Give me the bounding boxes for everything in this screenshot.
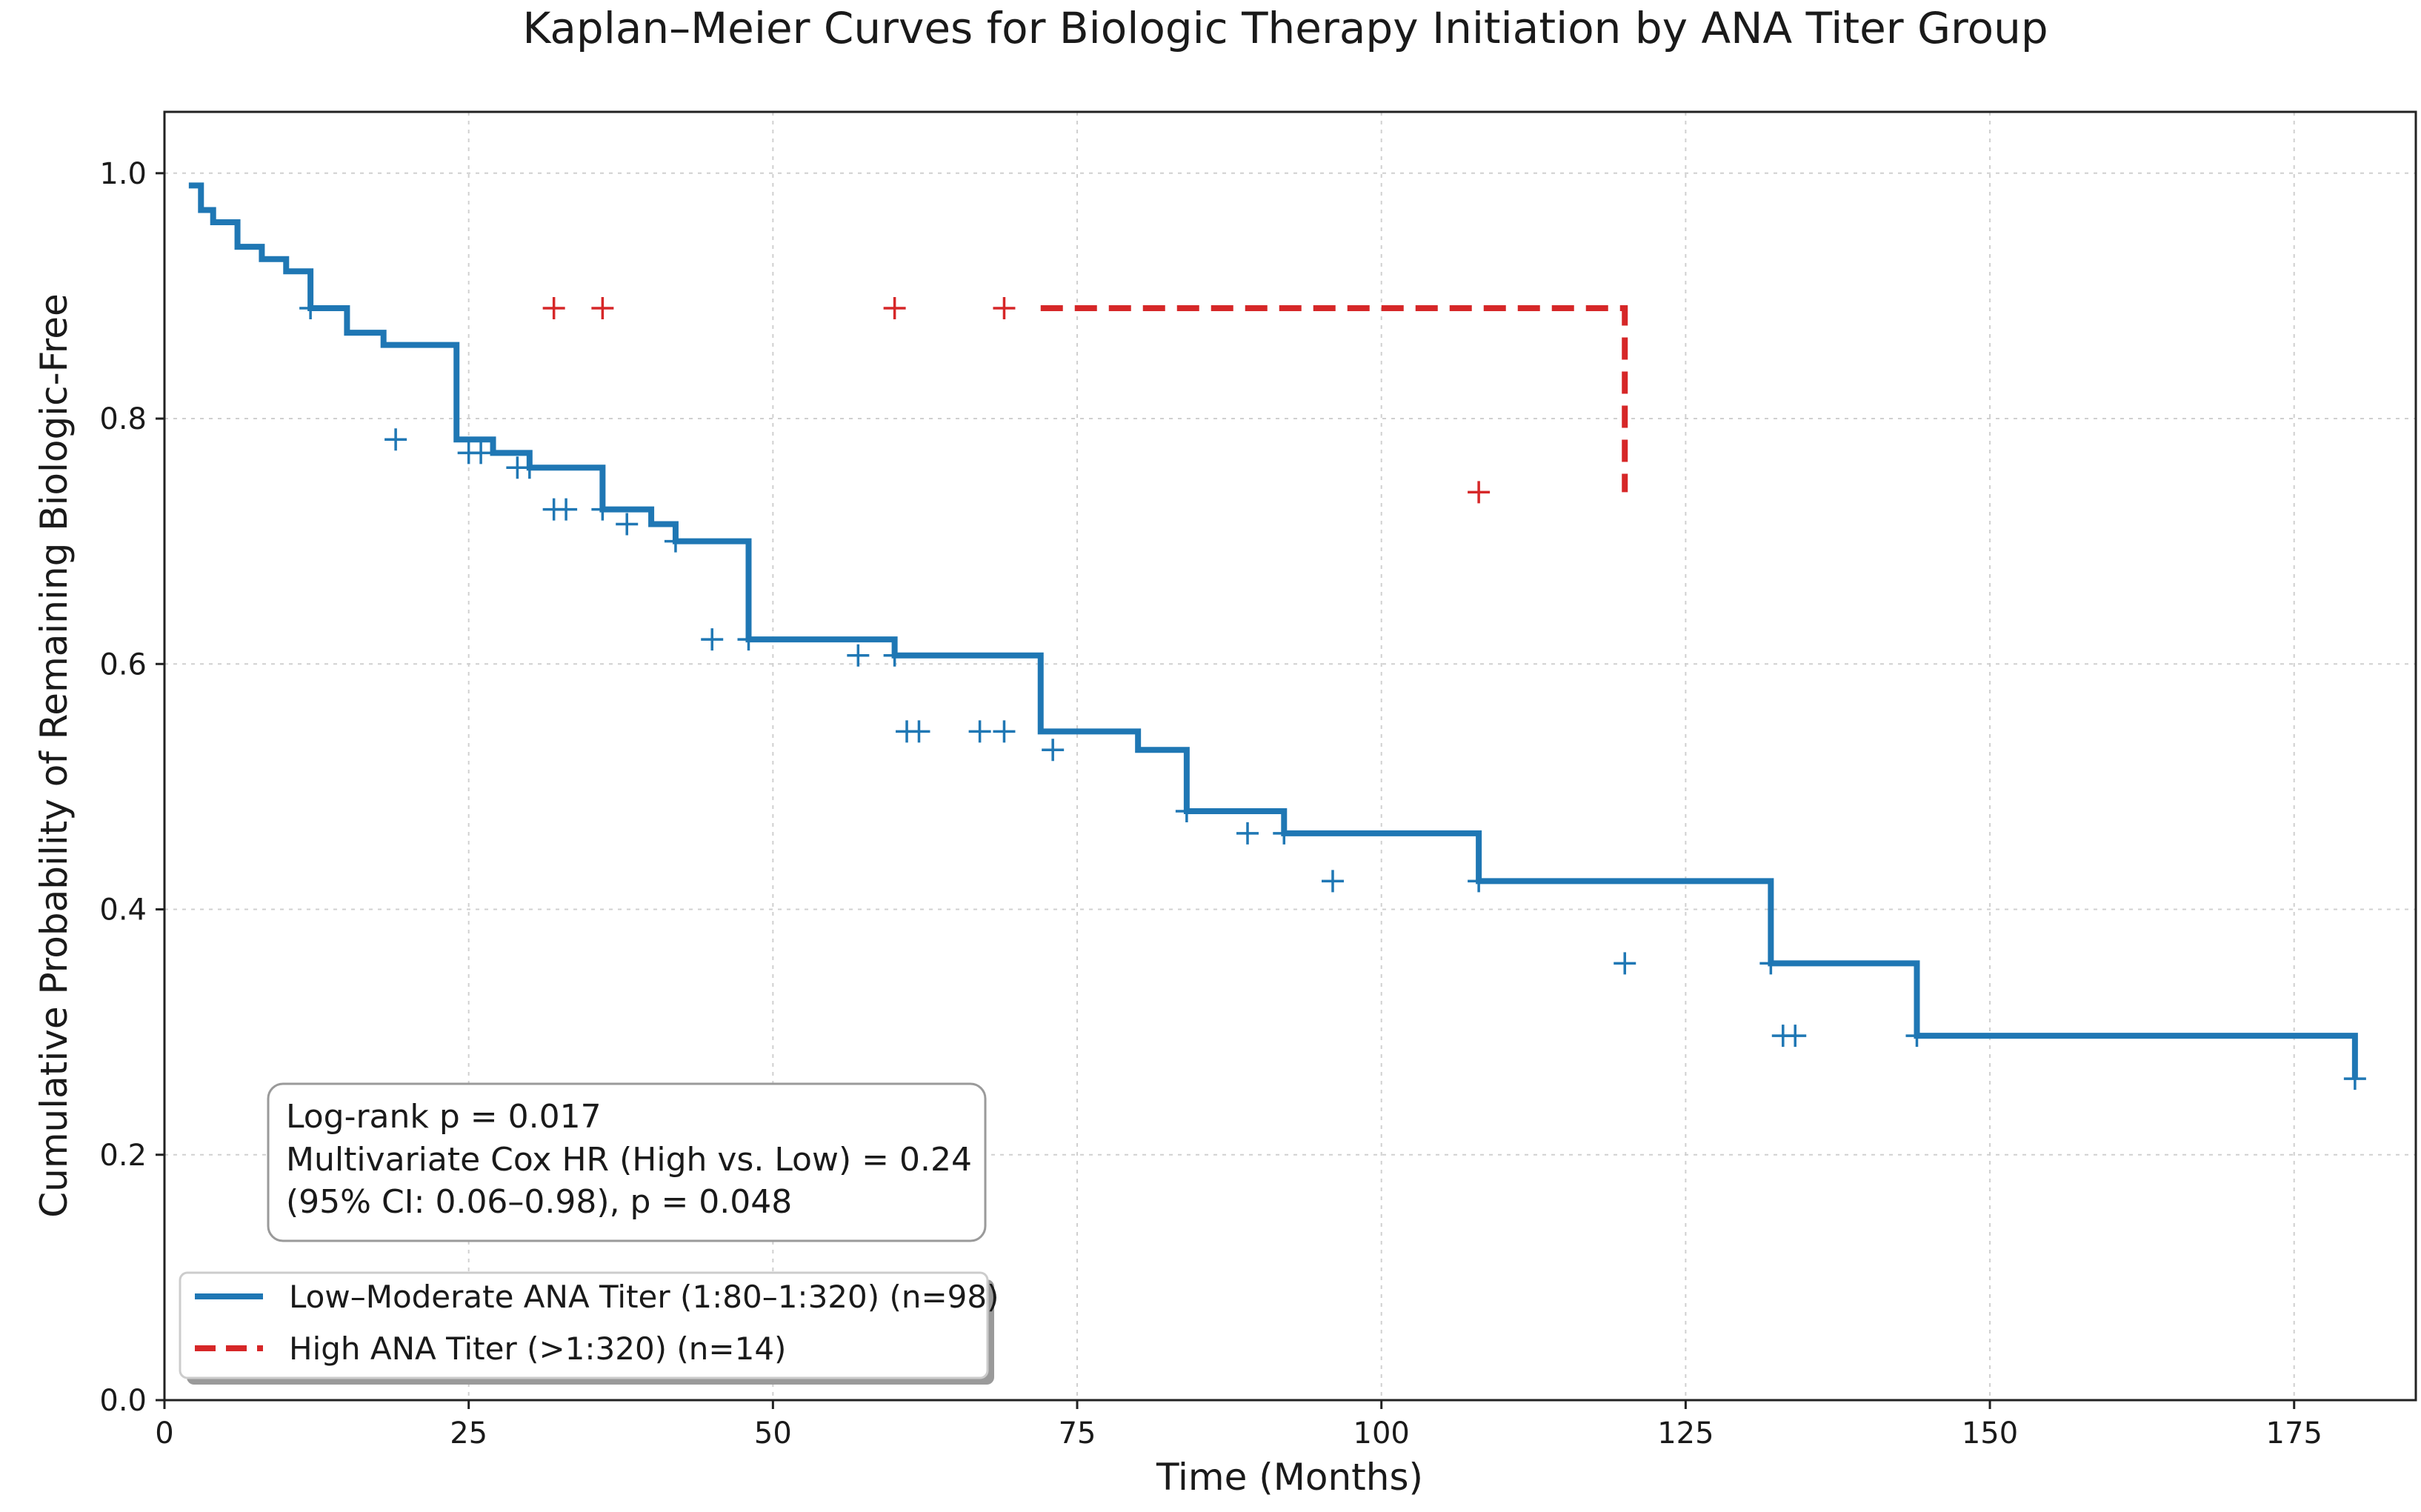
- censor-marks: [299, 296, 2366, 1090]
- legend: Low–Moderate ANA Titer (1:80–1:320) (n=9…: [179, 1271, 999, 1385]
- chart-title: Kaplan–Meier Curves for Biologic Therapy…: [522, 3, 2048, 53]
- stats-annotation: Log-rank p = 0.017 Multivariate Cox HR (…: [267, 1082, 987, 1242]
- y-tick-label: 0.0: [99, 1384, 147, 1418]
- x-axis-label: Time (Months): [1156, 1456, 1423, 1499]
- censor-mark-low-moderate: [664, 530, 687, 553]
- censor-mark-low-moderate: [470, 442, 493, 464]
- censor-mark-low-moderate: [883, 644, 906, 667]
- censor-mark-low-moderate: [993, 720, 1016, 743]
- censor-mark-low-moderate: [616, 513, 639, 536]
- legend-label-low-moderate: Low–Moderate ANA Titer (1:80–1:320) (n=9…: [289, 1279, 999, 1315]
- censor-mark-low-moderate: [1042, 739, 1065, 762]
- censor-mark-low-moderate: [299, 296, 322, 319]
- censor-mark-low-moderate: [518, 456, 541, 479]
- legend-box: [179, 1271, 989, 1379]
- axis-ticks: 0 25 50 75 100 125 150 175 0.0 0.2 0.4 0.6 0.8 1.0: [99, 157, 2322, 1451]
- x-tick-label: 150: [1962, 1416, 2018, 1451]
- x-tick-label: 100: [1353, 1416, 1410, 1451]
- censor-mark-low-moderate: [908, 720, 930, 743]
- censor-mark-low-moderate: [384, 428, 407, 451]
- x-tick-label: 25: [450, 1416, 487, 1451]
- legend-label-high: High ANA Titer (>1:320) (n=14): [289, 1331, 786, 1367]
- censor-mark-low-moderate: [1175, 800, 1198, 823]
- censor-mark-low-moderate: [1236, 822, 1259, 845]
- censor-mark-low-moderate: [968, 720, 991, 743]
- censor-mark-low-moderate: [847, 644, 870, 667]
- x-tick-label: 50: [754, 1416, 792, 1451]
- censor-mark-low-moderate: [1784, 1025, 1807, 1048]
- censor-mark-low-moderate: [1614, 952, 1636, 975]
- y-tick-label: 0.6: [99, 647, 147, 682]
- stats-annotation-box: [267, 1082, 987, 1242]
- x-tick-label: 75: [1059, 1416, 1096, 1451]
- censor-mark-low-moderate: [737, 628, 760, 651]
- y-tick-label: 0.2: [99, 1139, 147, 1173]
- censor-mark-high: [883, 296, 906, 319]
- x-tick-label: 175: [2266, 1416, 2322, 1451]
- censor-mark-low-moderate: [1468, 870, 1491, 893]
- censor-mark-high: [993, 296, 1016, 319]
- censor-mark-low-moderate: [1905, 1025, 1928, 1048]
- censor-mark-high: [591, 296, 614, 319]
- censor-mark-low-moderate: [591, 498, 614, 521]
- stats-line-cox-hr: Multivariate Cox HR (High vs. Low) = 0.2…: [286, 1141, 972, 1179]
- y-tick-label: 0.4: [99, 893, 147, 927]
- stats-line-logrank: Log-rank p = 0.017: [286, 1098, 602, 1136]
- plot-frame: [163, 110, 2417, 1402]
- y-tick-label: 0.8: [99, 402, 147, 436]
- censor-mark-low-moderate: [701, 628, 724, 651]
- x-tick-label: 0: [155, 1416, 173, 1451]
- censor-mark-low-moderate: [555, 498, 578, 521]
- censor-mark-low-moderate: [1321, 870, 1344, 893]
- censor-mark-high: [1468, 481, 1491, 504]
- censor-mark-low-moderate: [1273, 822, 1296, 845]
- censor-mark-high: [542, 296, 565, 319]
- y-axis-label: Cumulative Probability of Remaining Biol…: [33, 293, 76, 1218]
- curve-high: [1040, 304, 1628, 493]
- y-tick-label: 1.0: [99, 157, 147, 191]
- censor-mark-low-moderate: [2343, 1068, 2366, 1090]
- x-tick-label: 125: [1657, 1416, 1714, 1451]
- censor-mark-low-moderate: [1759, 952, 1782, 975]
- stats-line-ci: (95% CI: 0.06–0.98), p = 0.048: [286, 1183, 792, 1221]
